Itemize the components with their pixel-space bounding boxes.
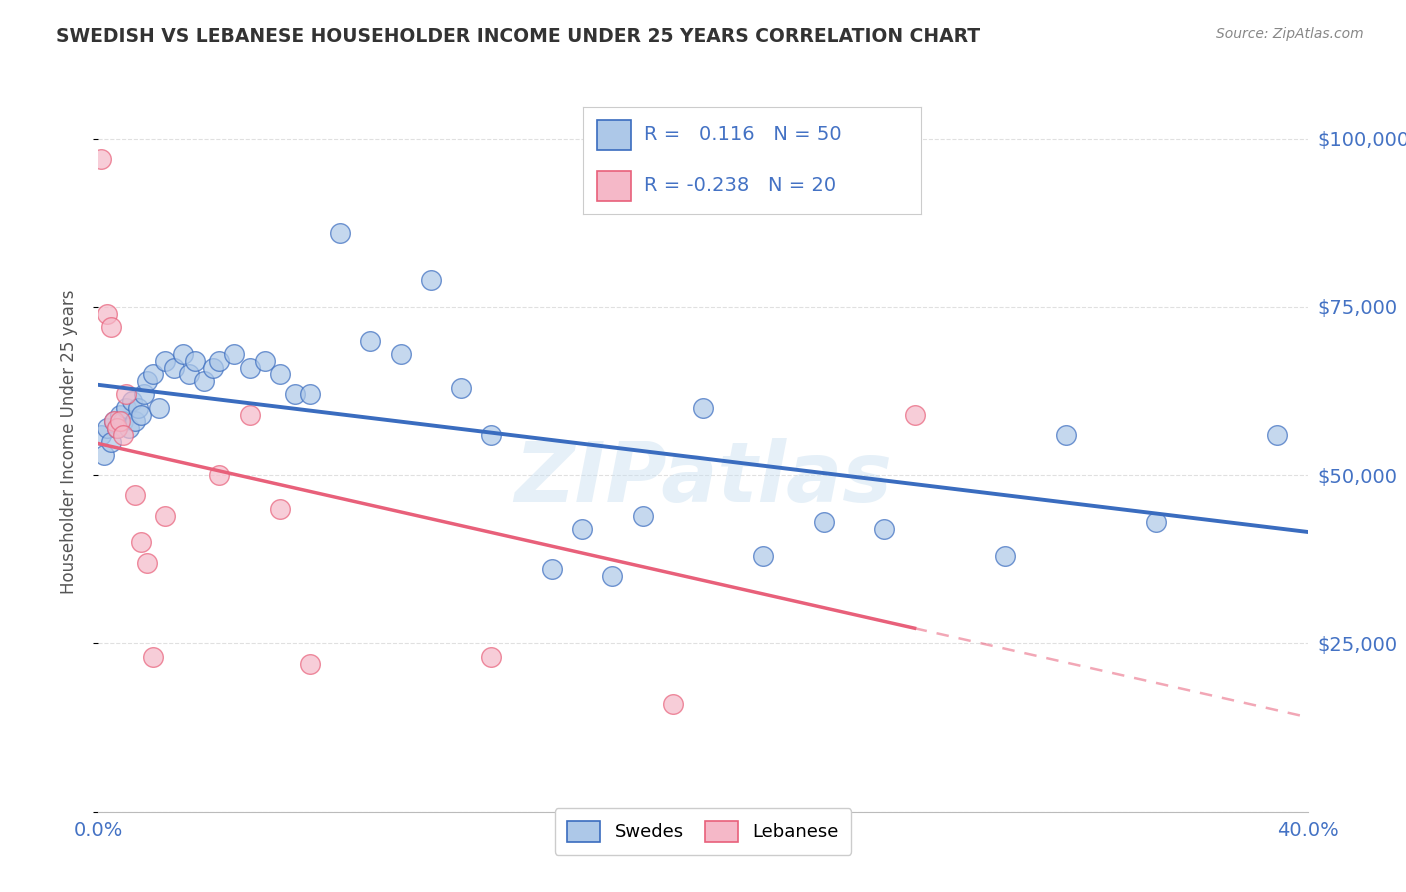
Point: [284, 387, 307, 401]
Point: [873, 522, 896, 536]
Point: [172, 347, 194, 361]
Point: [118, 421, 141, 435]
Point: [163, 360, 186, 375]
Point: [299, 387, 322, 401]
Point: [1267, 427, 1289, 442]
Point: [93, 448, 115, 462]
Point: [103, 414, 125, 428]
Point: [1054, 427, 1077, 442]
Point: [224, 347, 246, 361]
Point: [253, 353, 276, 368]
Legend: Swedes, Lebanese: Swedes, Lebanese: [555, 808, 851, 855]
Point: [124, 488, 146, 502]
Point: [202, 360, 225, 375]
Text: ZIPatlas: ZIPatlas: [515, 438, 891, 519]
Y-axis label: Householder Income Under 25 years: Householder Income Under 25 years: [59, 289, 77, 594]
Point: [100, 434, 122, 449]
Point: [100, 320, 122, 334]
Point: [90, 427, 112, 442]
Point: [121, 394, 143, 409]
Point: [114, 401, 136, 415]
Point: [239, 360, 262, 375]
Point: [752, 549, 775, 563]
Point: [184, 353, 207, 368]
Point: [571, 522, 593, 536]
FancyBboxPatch shape: [598, 171, 631, 202]
Point: [108, 414, 131, 428]
Point: [153, 508, 176, 523]
Point: [661, 697, 683, 711]
Point: [631, 508, 654, 523]
Point: [108, 408, 131, 422]
Point: [208, 468, 231, 483]
Point: [142, 649, 165, 664]
Point: [1144, 516, 1167, 530]
Text: SWEDISH VS LEBANESE HOUSEHOLDER INCOME UNDER 25 YEARS CORRELATION CHART: SWEDISH VS LEBANESE HOUSEHOLDER INCOME U…: [56, 27, 980, 45]
Point: [994, 549, 1017, 563]
Point: [129, 408, 152, 422]
Point: [153, 353, 176, 368]
Point: [269, 501, 291, 516]
Point: [103, 414, 125, 428]
Text: Source: ZipAtlas.com: Source: ZipAtlas.com: [1216, 27, 1364, 41]
Point: [420, 273, 443, 287]
Point: [111, 427, 134, 442]
Point: [135, 374, 157, 388]
Point: [129, 535, 152, 549]
Point: [132, 387, 155, 401]
Point: [208, 353, 231, 368]
Point: [329, 226, 352, 240]
Point: [135, 556, 157, 570]
Point: [124, 414, 146, 428]
Point: [813, 516, 835, 530]
Point: [127, 401, 149, 415]
Point: [540, 562, 562, 576]
Point: [389, 347, 412, 361]
Point: [269, 368, 291, 382]
FancyBboxPatch shape: [598, 120, 631, 150]
Point: [692, 401, 714, 415]
Point: [114, 387, 136, 401]
Point: [96, 307, 118, 321]
Point: [602, 569, 624, 583]
Point: [105, 421, 128, 435]
Point: [142, 368, 165, 382]
Point: [904, 408, 927, 422]
Point: [239, 408, 262, 422]
Point: [111, 414, 134, 428]
Point: [360, 334, 382, 348]
Text: R = -0.238   N = 20: R = -0.238 N = 20: [644, 177, 837, 195]
Point: [193, 374, 215, 388]
Point: [299, 657, 322, 671]
Point: [450, 381, 472, 395]
Text: R =   0.116   N = 50: R = 0.116 N = 50: [644, 125, 842, 144]
Point: [96, 421, 118, 435]
Point: [179, 368, 201, 382]
Point: [105, 421, 128, 435]
Point: [148, 401, 170, 415]
Point: [481, 649, 503, 664]
Point: [90, 152, 112, 166]
Point: [481, 427, 503, 442]
